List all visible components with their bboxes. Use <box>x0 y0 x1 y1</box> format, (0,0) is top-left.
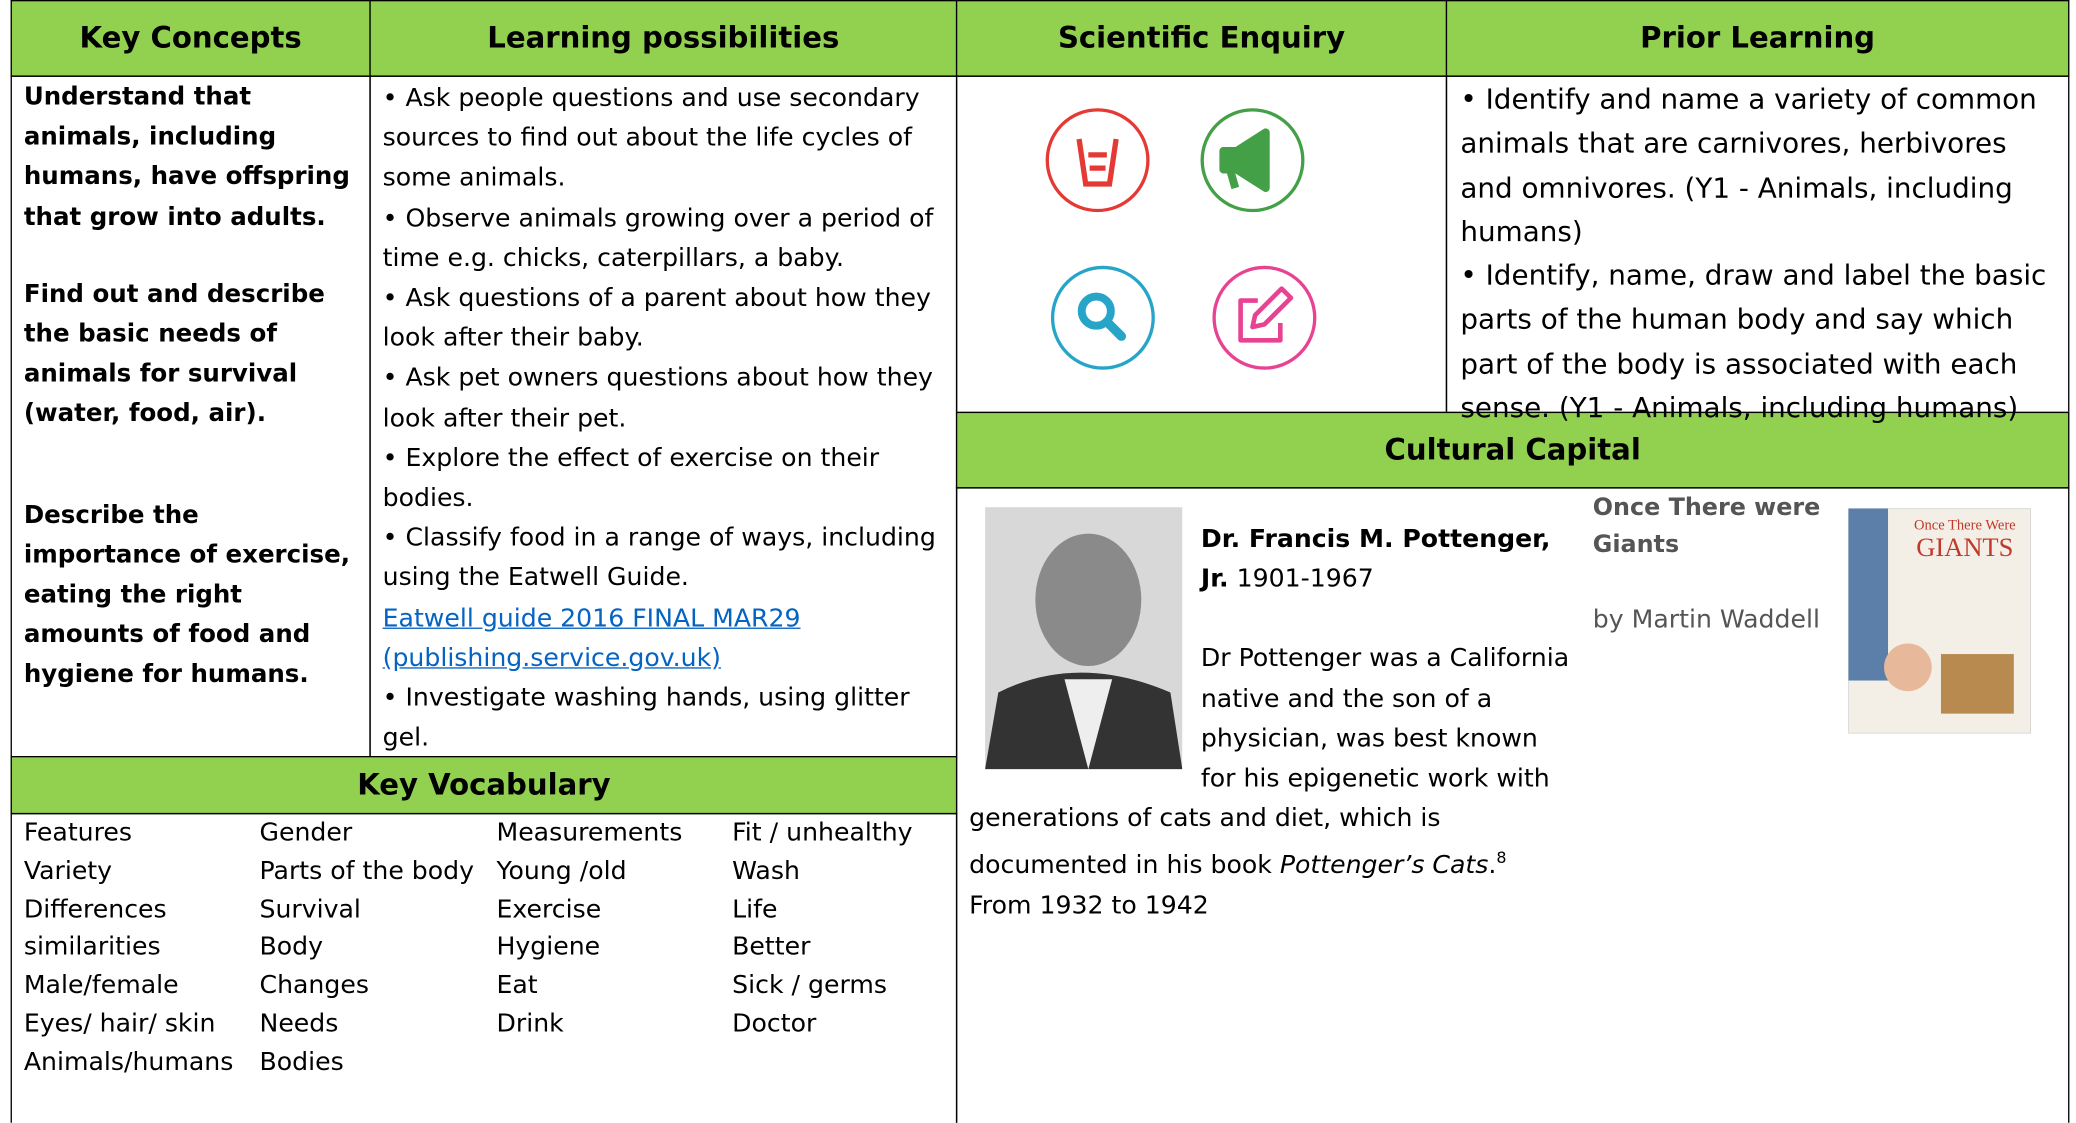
vocab-word: Bodies <box>259 1046 344 1077</box>
book-cover: Once There Were GIANTS <box>1848 508 2032 734</box>
person-dates: 1901-1967 <box>1236 564 1374 594</box>
vocab-word: Parts of the body <box>259 856 475 886</box>
vocab-word: Better <box>732 932 811 962</box>
cover-basket <box>1940 654 2014 714</box>
vocab-word: Doctor <box>732 1008 817 1038</box>
prior-learning: Identify and name a variety of common an… <box>1460 78 2062 431</box>
learning-list: Ask people questions and use secondary s… <box>383 78 946 758</box>
link[interactable]: Eatwell guide 2016 FINAL MAR29 (publishi… <box>382 603 801 673</box>
book-info: Once There were Giants by Martin Waddell <box>1593 490 1838 638</box>
learning-item: Explore the effect of exercise on their … <box>383 438 946 518</box>
icon-ring <box>1045 108 1150 213</box>
magnifier-icon <box>1077 292 1115 330</box>
vocab-word: Exercise <box>496 894 602 924</box>
cover-text: Once There Were <box>1914 518 2016 534</box>
icon-ring <box>1200 108 1305 213</box>
enquiry-icons <box>1045 108 1317 370</box>
vocab-word: Survival <box>259 894 361 924</box>
photo-head <box>1035 533 1142 666</box>
edit-icon <box>1238 286 1294 343</box>
vocab-word: Drink <box>496 1008 564 1038</box>
learning-item: Classify food in a range of ways, includ… <box>383 518 946 598</box>
vocab-word: Gender <box>259 818 353 848</box>
vocab-word: Wash <box>732 856 800 886</box>
vocab-word: Hygiene <box>496 932 601 962</box>
prior-item: Identify, name, draw and label the basic… <box>1460 254 2062 430</box>
vocab-word: Features <box>23 818 133 848</box>
book-name: Pottenger’s Cats <box>1279 851 1489 881</box>
vocab-word: Young /old <box>496 856 627 886</box>
header: Key Vocabulary <box>357 768 611 802</box>
bio: Dr Pottenger was a California native and… <box>969 644 1570 881</box>
magnifier-handle <box>1102 317 1127 341</box>
vocab-word: similarities <box>23 932 161 962</box>
icon-ring <box>1050 265 1155 370</box>
icon-ring <box>1212 265 1317 370</box>
photo-shirt <box>1064 679 1113 770</box>
pottenger: Dr. Francis M. Pottenger, Jr. 1901-1967 … <box>969 507 1571 926</box>
vocab-column: Measurements Young /old Exercise Hygiene Eat… <box>497 814 683 1043</box>
vocab-column: Features Variety Differences similarities Ma… <box>24 814 234 1081</box>
learning-item: Observe animals growing over a period of… <box>383 198 946 278</box>
vocab-word: Eat <box>496 970 538 1000</box>
header: Scientific Enquiry <box>1057 21 1346 55</box>
concept: Understand that animals, including human… <box>23 83 350 232</box>
learning-item: Investigate washing hands, using glitter… <box>383 678 946 758</box>
vocab-word: Eyes/ hair/ skin <box>23 1008 216 1038</box>
learning-item: Ask questions of a parent about how they… <box>383 278 946 358</box>
vocab-word: Changes <box>259 970 369 1000</box>
header-cell: Prior Learning <box>1445 0 2070 77</box>
cover-child <box>1884 643 1932 692</box>
vocab-word: Needs <box>259 1008 339 1038</box>
header: Key Concepts <box>79 21 302 55</box>
concept: Describe the importance of exercise, eat… <box>23 501 351 690</box>
prior-item: Identify and name a variety of common an… <box>1460 78 2062 254</box>
header-cell: Key Concepts <box>10 0 371 77</box>
book-author: by Martin Waddell <box>1592 605 1820 635</box>
vocab-word: Animals/humans <box>23 1046 234 1077</box>
beaker-icon <box>1076 138 1119 187</box>
header-cell: Key Vocabulary <box>10 756 958 815</box>
vocab-word: Variety <box>23 856 113 886</box>
vocab-word: Male/female <box>23 970 179 1000</box>
header: Cultural Capital <box>1384 433 1641 467</box>
header: Learning possibilities <box>487 21 840 55</box>
bio: From 1932 to 1942 <box>969 890 1209 921</box>
header-cell: Learning possibilities <box>369 0 958 77</box>
vocab-word: Fit / unhealthy <box>732 818 913 848</box>
vocab-column: Gender Parts of the body Survival Body Chang… <box>260 814 475 1081</box>
learning-item: Ask people questions and use secondary s… <box>383 78 946 198</box>
vocab-column: Fit / unhealthy Wash Life Better Sick / germ… <box>732 814 912 1043</box>
header: Prior Learning <box>1640 21 1876 55</box>
megaphone-icon <box>1219 128 1270 192</box>
cell <box>10 812 958 1123</box>
portrait-photo <box>985 507 1183 770</box>
learning-item: Ask pet owners questions about how they … <box>383 358 946 438</box>
person-name: Dr. Francis M. Pottenger, Jr. <box>1200 524 1551 594</box>
vocab-word: Sick / germs <box>732 970 887 1000</box>
key-concepts: Understand that animals, including human… <box>24 78 362 696</box>
header-cell: Scientific Enquiry <box>955 0 1448 77</box>
vocab-word: Life <box>732 894 778 924</box>
vocab-word: Body <box>259 932 324 962</box>
link-line: Eatwell guide 2016 FINAL MAR29 (publishi… <box>383 598 946 678</box>
concept: Find out and describe the basic needs of… <box>23 280 325 429</box>
vocab-word: Differences <box>23 894 167 924</box>
book-title: Once There were Giants <box>1592 493 1821 559</box>
cover-leg <box>1848 508 1889 681</box>
vocab-word: Measurements <box>496 818 683 848</box>
cover-title: GIANTS <box>1916 532 2013 562</box>
footnote: 8 <box>1496 849 1507 868</box>
